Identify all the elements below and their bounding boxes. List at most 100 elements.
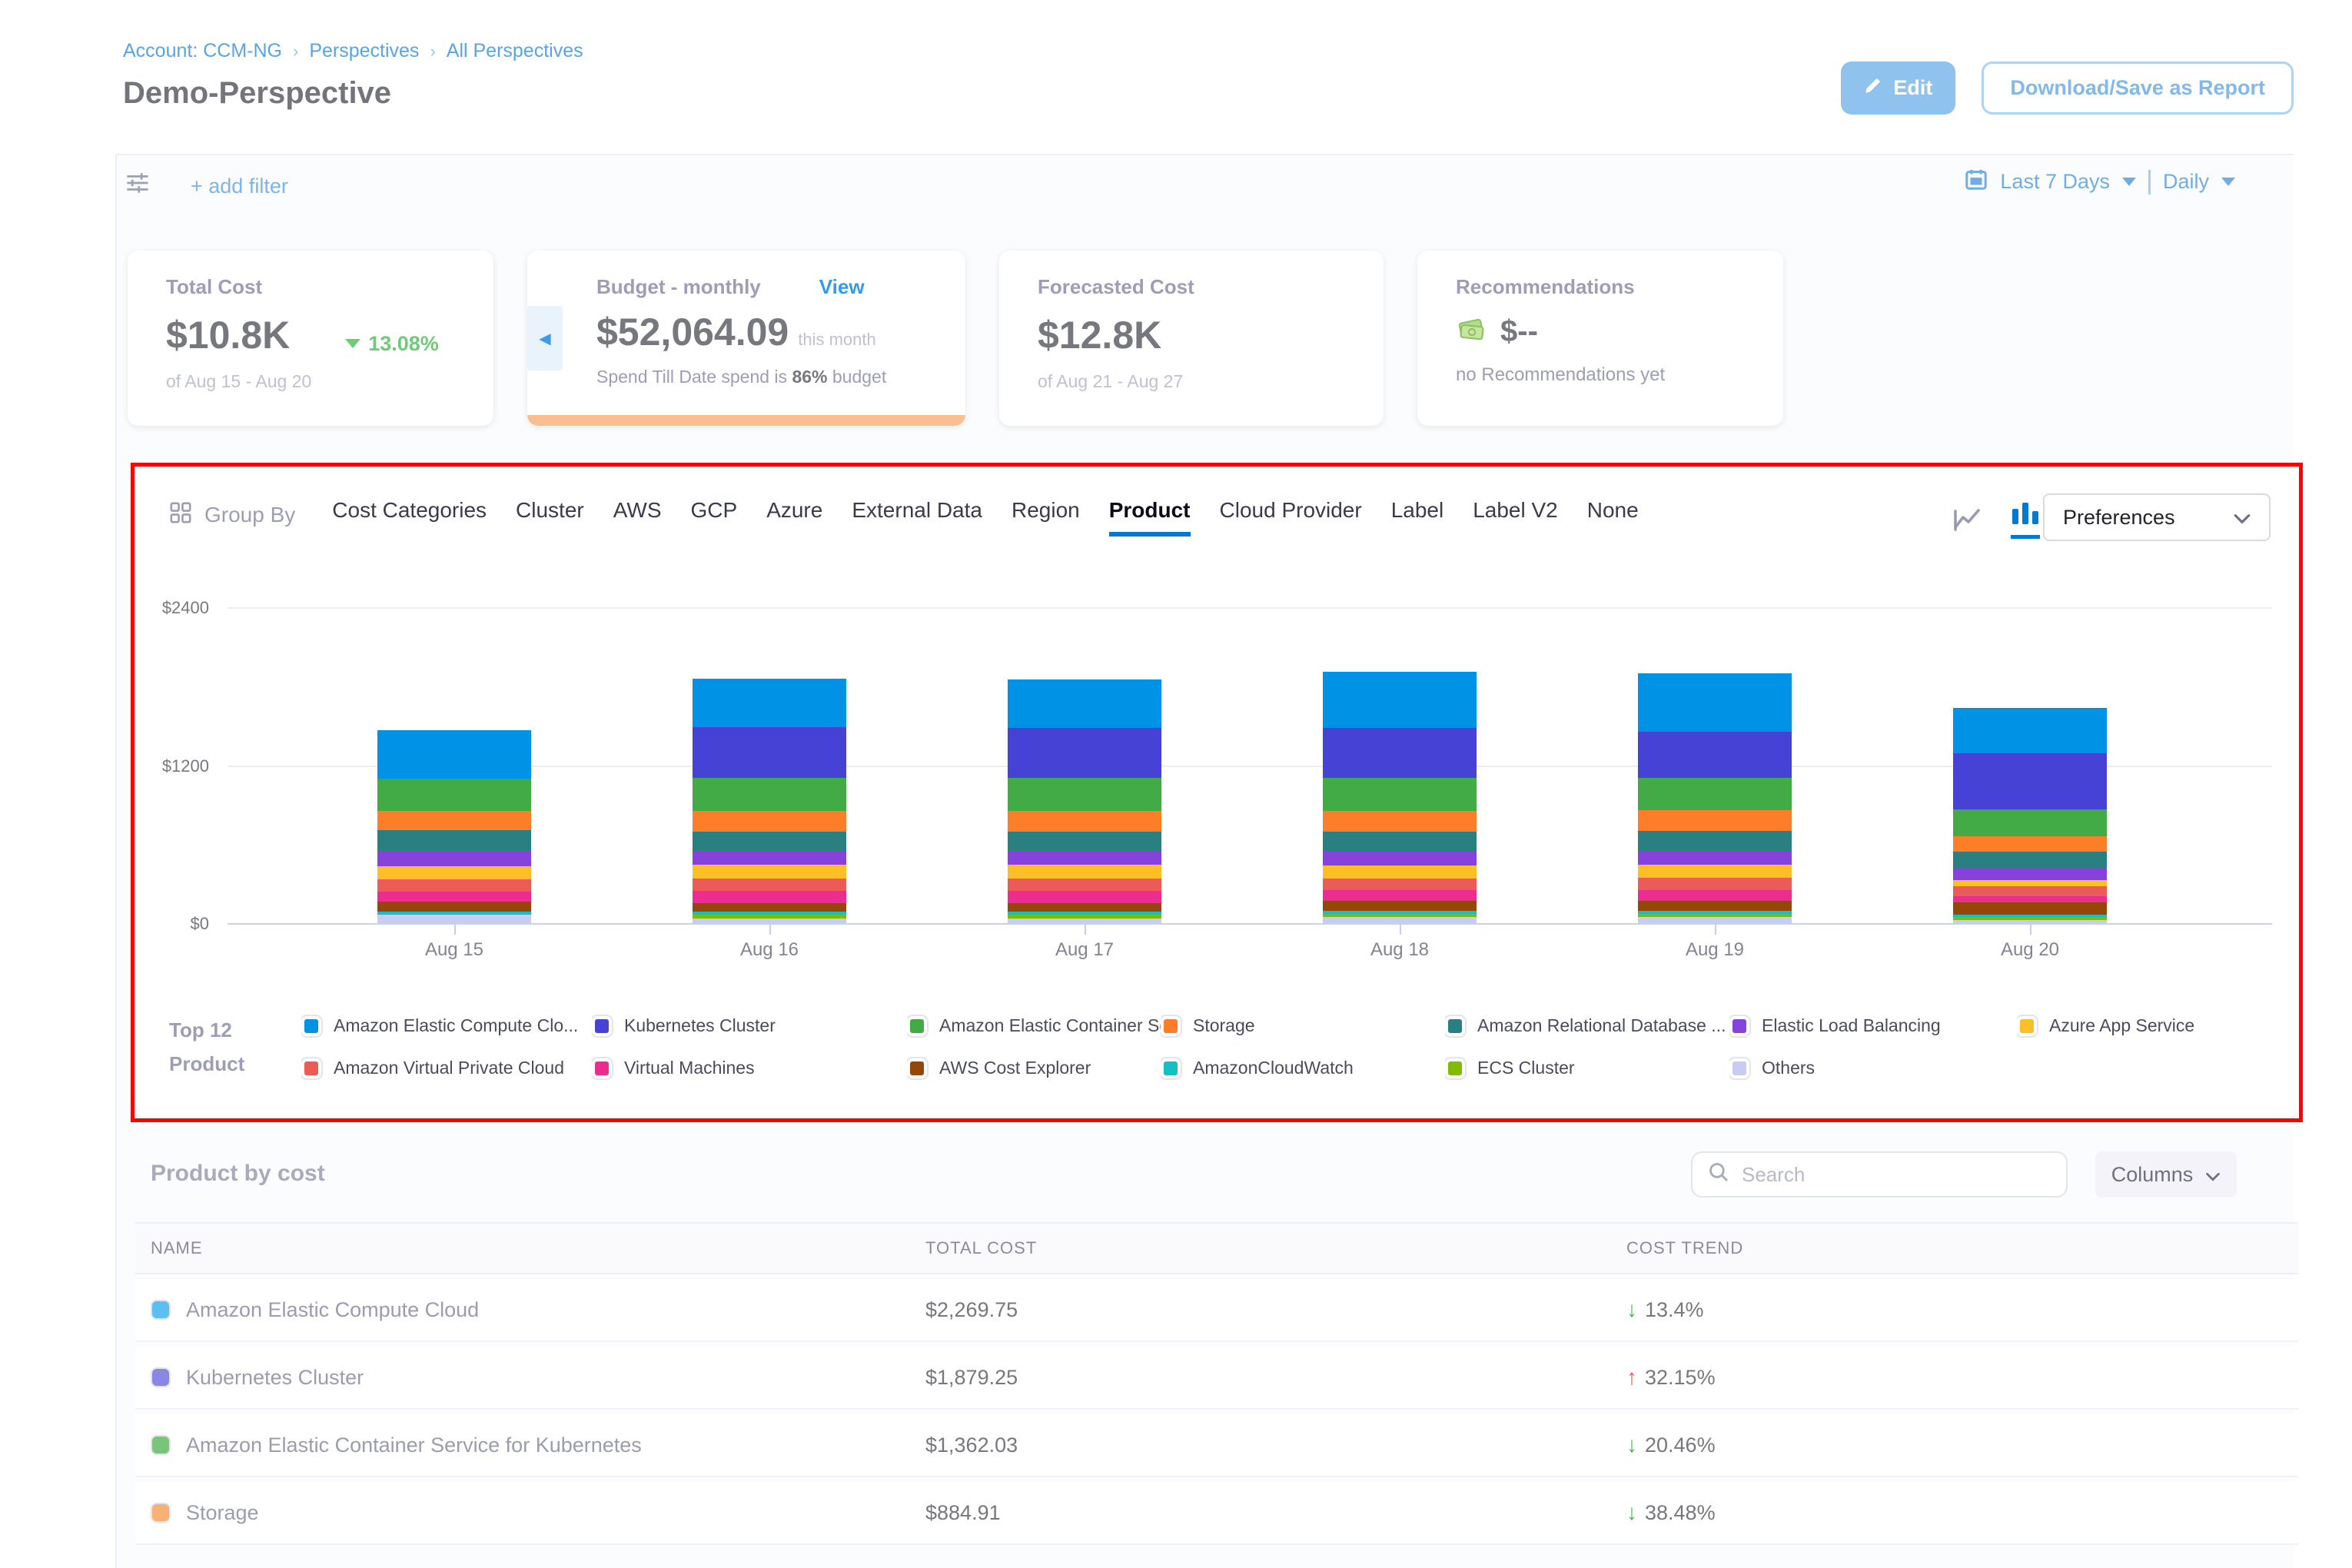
bar-segment-storage[interactable] [1008, 810, 1161, 832]
tab-aws[interactable]: AWS [613, 498, 662, 522]
bar-segment-amazon-elastic-container-service-for-kubernetes[interactable] [1638, 777, 1792, 810]
bar-segment-amazon-virtual-private-cloud[interactable] [1008, 878, 1161, 892]
bar-segment-others[interactable] [1953, 920, 2107, 923]
tab-region[interactable]: Region [1011, 498, 1080, 522]
breadcrumb-account[interactable]: Account: CCM-NG [123, 40, 282, 61]
date-range-dropdown[interactable]: Last 7 Days [2000, 170, 2110, 193]
columns-button[interactable]: Columns [2095, 1151, 2237, 1198]
bar-segment-others[interactable] [377, 915, 531, 923]
search-input[interactable] [1742, 1162, 2051, 1187]
bar-segment-amazon-elastic-container-service-for-kubernetes[interactable] [1323, 777, 1477, 811]
legend-item-amazon-virtual-private-cloud[interactable]: Amazon Virtual Private Cloud [301, 1055, 592, 1081]
stacked-bar-aug-19[interactable] [1638, 673, 1792, 923]
bar-segment-kubernetes-cluster[interactable] [1638, 732, 1792, 778]
bar-segment-aws-cost-explorer[interactable] [693, 902, 846, 912]
bar-segment-ecs-cluster[interactable] [693, 915, 846, 919]
bar-segment-kubernetes-cluster[interactable] [1953, 753, 2107, 810]
bar-segment-virtual-machines[interactable] [693, 891, 846, 903]
bar-segment-elastic-load-balancing[interactable] [1008, 851, 1161, 865]
filter-sliders-icon[interactable] [125, 170, 151, 202]
bar-segment-kubernetes-cluster[interactable] [693, 727, 846, 778]
bar-segment-amazon-relational-database-service[interactable] [1323, 832, 1477, 852]
bar-segment-amazon-elastic-container-service-for-kubernetes[interactable] [1953, 809, 2107, 836]
bar-segment-ecs-cluster[interactable] [1323, 914, 1477, 917]
bar-segment-ecs-cluster[interactable] [1008, 915, 1161, 919]
tab-cost-categories[interactable]: Cost Categories [332, 498, 487, 522]
legend-item-storage[interactable]: Storage [1161, 1013, 1445, 1038]
tab-product[interactable]: Product [1108, 498, 1191, 537]
legend-item-kubernetes-cluster[interactable]: Kubernetes Cluster [592, 1013, 907, 1038]
bar-segment-storage[interactable] [693, 810, 846, 832]
bar-segment-storage[interactable] [1323, 810, 1477, 832]
bar-segment-azure-app-service[interactable] [693, 864, 846, 879]
table-row-kubernetes-cluster[interactable]: Kubernetes Cluster $1,879.25 ↑ 32.15% [135, 1347, 2298, 1410]
column-header-cost-trend[interactable]: COST TREND [1626, 1238, 1744, 1257]
bar-segment-elastic-load-balancing[interactable] [377, 851, 531, 867]
tab-external-data[interactable]: External Data [852, 498, 982, 522]
bar-segment-amazon-elastic-compute-cloud[interactable] [693, 679, 846, 728]
line-chart-icon[interactable] [1952, 507, 1983, 539]
chevron-down-icon[interactable] [2221, 178, 2235, 186]
bar-segment-amazon-relational-database-service[interactable] [1008, 831, 1161, 851]
legend-item-amazon-elastic-compute-clo[interactable]: Amazon Elastic Compute Clo... [301, 1013, 592, 1038]
bar-segment-amazon-elastic-compute-cloud[interactable] [1008, 679, 1161, 728]
legend-item-amazoncloudwatch[interactable]: AmazonCloudWatch [1161, 1055, 1445, 1081]
bar-segment-storage[interactable] [1953, 835, 2107, 852]
bar-segment-amazoncloudwatch[interactable] [1323, 911, 1477, 915]
bar-segment-amazon-elastic-compute-cloud[interactable] [377, 729, 531, 779]
bar-segment-azure-app-service[interactable] [1638, 864, 1792, 878]
bar-segment-azure-app-service[interactable] [377, 866, 531, 879]
bar-segment-amazon-virtual-private-cloud[interactable] [693, 878, 846, 892]
bar-segment-amazon-relational-database-service[interactable] [693, 831, 846, 851]
add-filter-link[interactable]: + add filter [191, 174, 288, 198]
bar-segment-aws-cost-explorer[interactable] [1008, 902, 1161, 912]
legend-item-amazon-elastic-container-se[interactable]: Amazon Elastic Container Se... [907, 1013, 1161, 1038]
stacked-bar-aug-16[interactable] [693, 679, 846, 923]
bar-segment-azure-app-service[interactable] [1953, 880, 2107, 887]
bar-segment-amazon-elastic-container-service-for-kubernetes[interactable] [693, 777, 846, 811]
bar-segment-others[interactable] [693, 919, 846, 923]
bar-segment-amazon-relational-database-service[interactable] [1638, 830, 1792, 851]
bar-segment-amazoncloudwatch[interactable] [1638, 911, 1792, 915]
bar-segment-aws-cost-explorer[interactable] [1323, 901, 1477, 912]
bar-segment-amazon-elastic-compute-cloud[interactable] [1638, 673, 1792, 733]
edit-button[interactable]: Edit [1841, 61, 1956, 115]
bar-segment-amazon-virtual-private-cloud[interactable] [1953, 886, 2107, 897]
bar-segment-amazon-elastic-container-service-for-kubernetes[interactable] [377, 778, 531, 811]
bar-segment-azure-app-service[interactable] [1323, 865, 1477, 879]
bar-segment-amazon-elastic-compute-cloud[interactable] [1323, 672, 1477, 729]
bar-segment-aws-cost-explorer[interactable] [1953, 902, 2107, 915]
bar-segment-aws-cost-explorer[interactable] [1638, 901, 1792, 912]
column-header-name[interactable]: NAME [151, 1238, 203, 1257]
legend-item-virtual-machines[interactable]: Virtual Machines [592, 1055, 907, 1081]
bar-segment-amazon-elastic-container-service-for-kubernetes[interactable] [1008, 777, 1161, 811]
previous-budget-arrow-button[interactable]: ◀ [527, 306, 563, 370]
tab-cloud-provider[interactable]: Cloud Provider [1219, 498, 1362, 522]
table-row-amazon-elastic-compute-cloud[interactable]: Amazon Elastic Compute Cloud $2,269.75 ↓ 13… [135, 1279, 2298, 1342]
bar-segment-others[interactable] [1638, 916, 1792, 923]
preferences-dropdown[interactable]: Preferences [2043, 493, 2271, 541]
bar-segment-ecs-cluster[interactable] [1953, 916, 2107, 921]
bar-segment-virtual-machines[interactable] [1638, 890, 1792, 902]
bar-segment-kubernetes-cluster[interactable] [1323, 728, 1477, 778]
granularity-dropdown[interactable]: Daily [2162, 170, 2209, 193]
bar-segment-virtual-machines[interactable] [1008, 891, 1161, 903]
stacked-bar-aug-18[interactable] [1323, 672, 1477, 923]
bar-segment-kubernetes-cluster[interactable] [1008, 727, 1161, 778]
bar-segment-elastic-load-balancing[interactable] [1638, 851, 1792, 865]
stacked-bar-aug-20[interactable] [1953, 708, 2107, 923]
bar-segment-elastic-load-balancing[interactable] [1953, 868, 2107, 881]
bar-segment-storage[interactable] [1638, 809, 1792, 831]
bar-segment-amazoncloudwatch[interactable] [693, 911, 846, 915]
bar-segment-aws-cost-explorer[interactable] [377, 902, 531, 912]
stacked-bar-aug-17[interactable] [1008, 679, 1161, 923]
legend-item-azure-app-service[interactable]: Azure App Service [2017, 1013, 2274, 1038]
chevron-down-icon[interactable] [2121, 178, 2136, 186]
tab-label[interactable]: Label [1390, 498, 1444, 522]
bar-segment-amazon-virtual-private-cloud[interactable] [1638, 877, 1792, 891]
bar-segment-amazon-virtual-private-cloud[interactable] [377, 879, 531, 892]
bar-chart-icon[interactable] [2011, 501, 2040, 539]
stacked-bar-aug-15[interactable] [377, 729, 531, 923]
table-row-storage[interactable]: Storage $884.91 ↓ 38.48% [135, 1482, 2298, 1545]
tab-cluster[interactable]: Cluster [516, 498, 584, 522]
